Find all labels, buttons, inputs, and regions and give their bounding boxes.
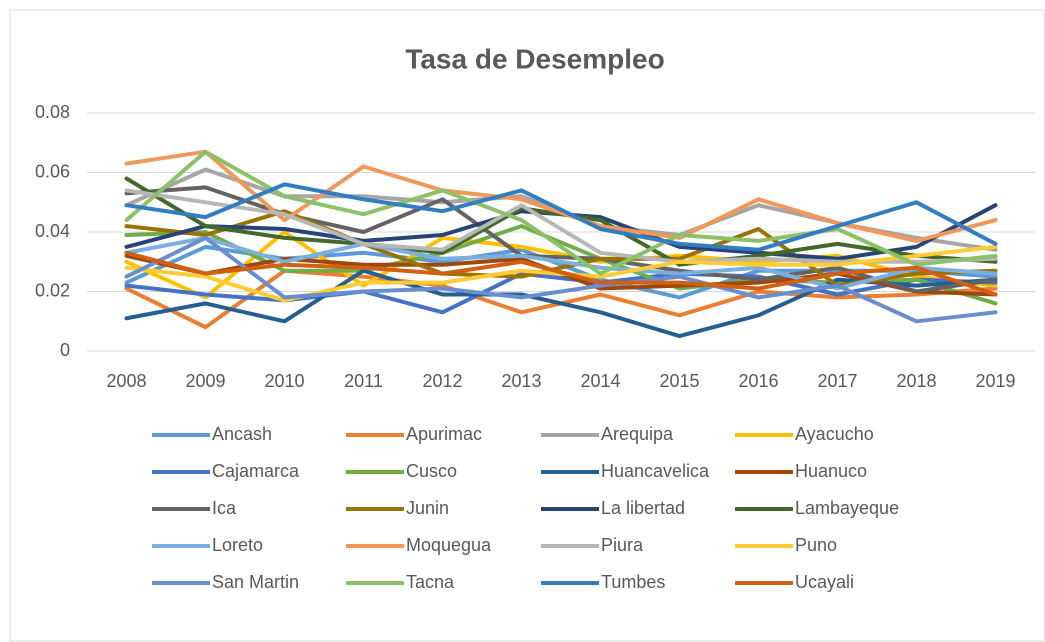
legend-label: Loreto [212, 535, 263, 555]
x-tick-label: 2014 [580, 371, 620, 391]
legend-label: Moquegua [406, 535, 492, 555]
series-line [124, 235, 998, 324]
series-line [124, 149, 998, 243]
legend-label: Tacna [406, 572, 455, 592]
legend-label: Puno [795, 535, 837, 555]
x-tick-label: 2019 [975, 371, 1015, 391]
x-tick-label: 2008 [106, 371, 146, 391]
legend-label: Ucayali [795, 572, 854, 592]
legend-label: Huanuco [795, 461, 867, 481]
legend-label: San Martin [212, 572, 299, 592]
x-tick-label: 2015 [659, 371, 699, 391]
series-line [124, 182, 998, 252]
x-tick-label: 2017 [817, 371, 857, 391]
legend-label: Ancash [212, 424, 272, 444]
legend-label: Cusco [406, 461, 457, 481]
series-line [124, 230, 998, 300]
legend-label: Piura [601, 535, 644, 555]
legend-label: Apurimac [406, 424, 482, 444]
x-tick-label: 2010 [264, 371, 304, 391]
x-tick-label: 2013 [501, 371, 541, 391]
y-tick-label: 0.04 [35, 221, 70, 241]
series-line [124, 268, 998, 339]
chart-frame [9, 9, 1045, 642]
x-tick-label: 2011 [344, 371, 383, 391]
y-tick-label: 0.08 [35, 102, 70, 122]
x-tick-label: 2009 [185, 371, 225, 391]
legend-label: Junin [406, 498, 449, 518]
y-tick-label: 0.02 [35, 280, 70, 300]
legend-label: Lambayeque [795, 498, 899, 518]
x-tick-label: 2012 [422, 371, 462, 391]
y-tick-label: 0 [60, 340, 70, 360]
legend-label: Cajamarca [212, 461, 300, 481]
y-tick-label: 0.06 [35, 161, 70, 181]
series-line [124, 250, 998, 297]
chart-title: Tasa de Desempleo [405, 43, 664, 74]
legend-label: La libertad [601, 498, 685, 518]
legend-label: Huancavelica [601, 461, 710, 481]
x-tick-label: 2018 [896, 371, 936, 391]
legend-label: Ica [212, 498, 237, 518]
legend-label: Ayacucho [795, 424, 874, 444]
legend-label: Arequipa [601, 424, 674, 444]
series-line [124, 235, 998, 291]
legend-label: Tumbes [601, 572, 665, 592]
x-tick-label: 2016 [738, 371, 778, 391]
